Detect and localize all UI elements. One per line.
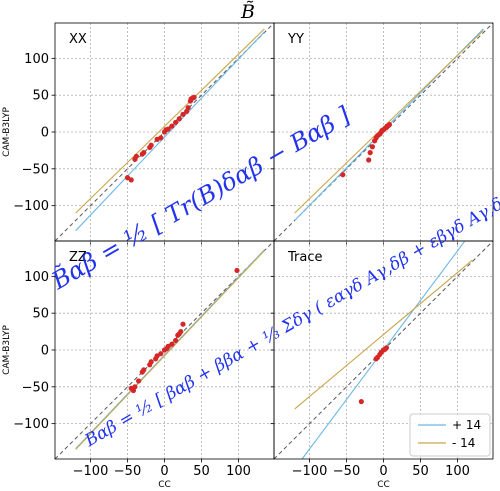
x-tick-label: 100: [226, 464, 251, 479]
x-tick-label: 50: [193, 464, 210, 479]
data-point: [185, 105, 191, 111]
x-tick-label: 0: [160, 464, 168, 479]
y-tick-label: −100: [13, 417, 49, 432]
data-point: [340, 172, 346, 178]
series-line-minus-14: [75, 28, 265, 214]
y-tick-label: 0: [41, 344, 49, 359]
data-point: [369, 144, 376, 150]
x-tick-label: 0: [379, 464, 387, 479]
panel-title: ZZ: [69, 250, 87, 265]
y-tick-label: 100: [24, 52, 49, 67]
x-tick-label: −50: [333, 464, 360, 479]
plot-area: [274, 23, 493, 241]
x-axis-label: CC: [377, 480, 390, 490]
panel-title: XX: [69, 32, 87, 47]
panel-zz: −100 −50 0 50 100 −100 −50 0 50 100 ZZ CAM-B3LYP CC: [2, 240, 275, 490]
formula-btilde: B̃αβ = ½ [ Tr(B)δαβ − Bαβ ]: [46, 100, 356, 295]
series-line-plus-14: [75, 31, 265, 232]
x-tick-label: 100: [445, 464, 470, 479]
data-point: [148, 359, 154, 365]
data-point: [141, 367, 147, 373]
data-point: [172, 119, 179, 126]
data-point: [141, 150, 147, 156]
panel-title: Trace: [287, 250, 323, 265]
data-point: [165, 126, 171, 132]
data-point: [136, 378, 142, 384]
x-tick-label: −50: [114, 464, 141, 479]
y-tick-label: −50: [22, 380, 49, 395]
y-tick-label: 50: [32, 89, 49, 104]
data-point: [158, 351, 164, 357]
x-tick-label: −100: [73, 464, 109, 479]
y-tick-label: −50: [22, 162, 49, 177]
y-tick-label: 100: [24, 270, 49, 285]
data-point: [148, 142, 154, 148]
data-point: [169, 341, 175, 347]
x-axis-label: CC: [158, 480, 171, 490]
plot-area: [55, 241, 274, 459]
series-line-minus-14: [294, 259, 473, 410]
legend: + 14 - 14: [409, 413, 491, 457]
y-tick-label: 50: [32, 307, 49, 322]
panel-trace: −100 −50 0 50 100 Trace CC: [270, 240, 494, 490]
x-tick-label: −100: [292, 464, 328, 479]
y-tick-label: −100: [13, 199, 49, 214]
panel-xx: −100 −50 0 50 100 XX CAM-B3LYP: [2, 22, 275, 245]
data-point: [367, 150, 373, 156]
data-point: [133, 153, 139, 159]
legend-label-plus-14: + 14: [452, 418, 481, 432]
series-line-minus-14: [294, 29, 484, 214]
data-point: [176, 116, 182, 122]
legend-label-minus-14: - 14: [452, 436, 475, 450]
y-axis-label: CAM-B3LYP: [2, 107, 12, 157]
data-point: [180, 321, 186, 327]
data-point: [386, 122, 393, 128]
data-point: [178, 328, 184, 335]
figure-title: B̃: [240, 1, 255, 23]
data-point: [366, 157, 372, 163]
data-point: [191, 94, 197, 100]
plot-area: [55, 23, 274, 241]
data-point: [132, 384, 138, 390]
data-point: [172, 337, 179, 344]
y-tick-label: 0: [41, 126, 49, 141]
data-point: [358, 398, 364, 405]
panel-yy: YY: [270, 22, 494, 245]
data-point: [124, 175, 131, 181]
x-tick-label: 50: [412, 464, 429, 479]
data-point: [383, 345, 390, 351]
data-point: [234, 267, 240, 274]
data-point: [180, 111, 186, 117]
plot-area: [274, 241, 493, 459]
y-axis-label: CAM-B3LYP: [2, 325, 12, 375]
data-point: [158, 135, 164, 141]
series-line-minus-14: [75, 250, 265, 450]
panel-title: YY: [287, 32, 304, 47]
data-point: [169, 123, 175, 129]
